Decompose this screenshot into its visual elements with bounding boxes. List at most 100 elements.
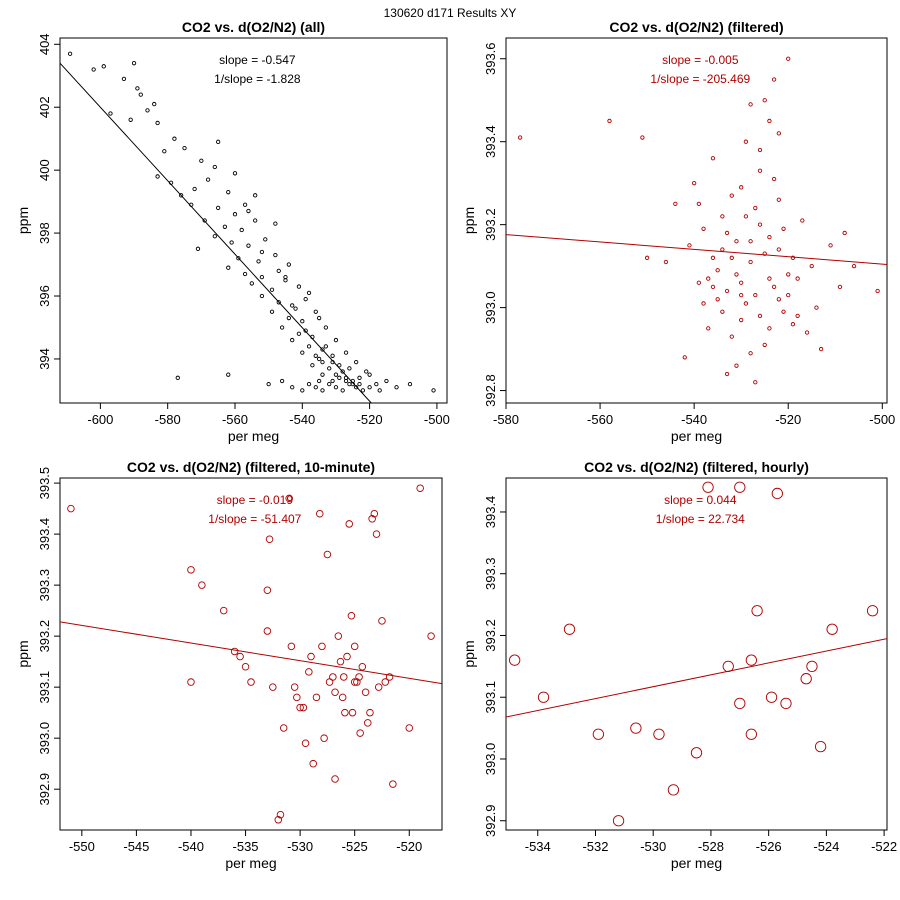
data-point [338, 693, 347, 702]
data-point [729, 255, 734, 260]
panel-all: CO2 vs. d(O2/N2) (all) -600 -580 -560 -540 -5… [15, 19, 450, 444]
y-tick-label: 393.5 [37, 467, 52, 500]
x-axis-label: per meg [225, 855, 276, 871]
data-point [739, 317, 744, 323]
inverse-slope-annotation: 1/slope = -1.828 [214, 72, 301, 86]
data-point [384, 378, 389, 384]
y-axis-label: ppm [461, 207, 477, 234]
data-point [416, 484, 424, 492]
data-point [67, 504, 75, 513]
data-point [734, 272, 739, 277]
x-tick-label: -580 [493, 412, 519, 427]
x-tick-label: -530 [640, 839, 666, 854]
data-point [283, 274, 288, 280]
data-point [199, 158, 204, 163]
data-point [745, 654, 757, 666]
data-point [771, 284, 777, 290]
data-point [307, 652, 315, 661]
y-tick-label: 393.6 [483, 42, 498, 75]
data-point [653, 728, 665, 740]
data-point [748, 239, 753, 244]
data-point [296, 284, 302, 289]
data-point [67, 51, 73, 56]
x-tick-label: -500 [424, 412, 450, 427]
data-point [301, 739, 310, 748]
data-point [348, 708, 357, 717]
data-point [128, 117, 133, 122]
data-point [360, 388, 366, 393]
data-point [192, 186, 197, 192]
y-tick-label: 393.0 [37, 722, 52, 755]
data-point [273, 221, 278, 226]
data-point [757, 313, 763, 319]
chart-title: CO2 vs. d(O2/N2) (filtered) [609, 19, 783, 35]
x-tick-label: -525 [342, 839, 368, 854]
x-tick-label: -526 [756, 839, 782, 854]
data-point [762, 98, 767, 103]
data-point [121, 76, 127, 82]
data-point [216, 139, 221, 144]
data-point [776, 297, 781, 302]
regression-line [60, 621, 442, 685]
data-point [327, 366, 332, 371]
y-tick-label: 394 [37, 348, 52, 370]
data-point [340, 369, 345, 374]
data-point [743, 301, 749, 306]
data-point [729, 193, 734, 198]
data-point [710, 284, 716, 290]
data-point [767, 276, 772, 281]
y-tick-label: 393.4 [37, 518, 52, 551]
data-point [748, 259, 753, 265]
data-point [343, 350, 349, 355]
data-point [814, 305, 819, 310]
data-point [734, 239, 739, 244]
data-point [748, 351, 753, 356]
data-point [663, 259, 669, 265]
data-point [316, 378, 322, 384]
data-point [300, 319, 305, 324]
data-point [771, 77, 777, 82]
data-point [236, 652, 244, 661]
data-point [222, 224, 228, 229]
plot-frame [505, 477, 888, 831]
data-point [347, 366, 352, 371]
data-point [152, 101, 157, 107]
data-point [101, 64, 106, 69]
data-point [776, 247, 781, 252]
data-point [226, 190, 231, 195]
data-point [781, 309, 786, 314]
data-point [367, 385, 372, 390]
data-point [249, 281, 254, 286]
data-point [667, 784, 680, 796]
data-point [265, 535, 274, 543]
data-point [296, 331, 302, 336]
y-tick-label: 392.8 [483, 374, 498, 407]
data-point [795, 276, 800, 281]
data-point [818, 346, 824, 352]
y-tick-label: 396 [37, 285, 52, 307]
data-point [517, 135, 523, 140]
data-point [706, 326, 711, 331]
data-point [212, 234, 217, 239]
data-point [202, 218, 207, 223]
data-point [305, 668, 313, 676]
data-point [276, 810, 285, 819]
data-point [279, 378, 285, 384]
data-point [313, 309, 318, 314]
data-point [701, 226, 706, 231]
plot-area [60, 51, 436, 403]
data-point [286, 262, 291, 267]
data-point [357, 381, 362, 387]
data-point [330, 353, 335, 358]
data-point [313, 385, 318, 390]
y-tick-label: 400 [37, 159, 52, 181]
data-point [364, 719, 372, 727]
data-point [765, 691, 778, 703]
x-tick-label: -530 [287, 839, 313, 854]
data-point [612, 815, 625, 827]
data-point [771, 176, 777, 182]
data-point [138, 92, 143, 97]
plot-frame [59, 37, 448, 404]
data-point [350, 678, 359, 686]
data-point [316, 356, 322, 362]
